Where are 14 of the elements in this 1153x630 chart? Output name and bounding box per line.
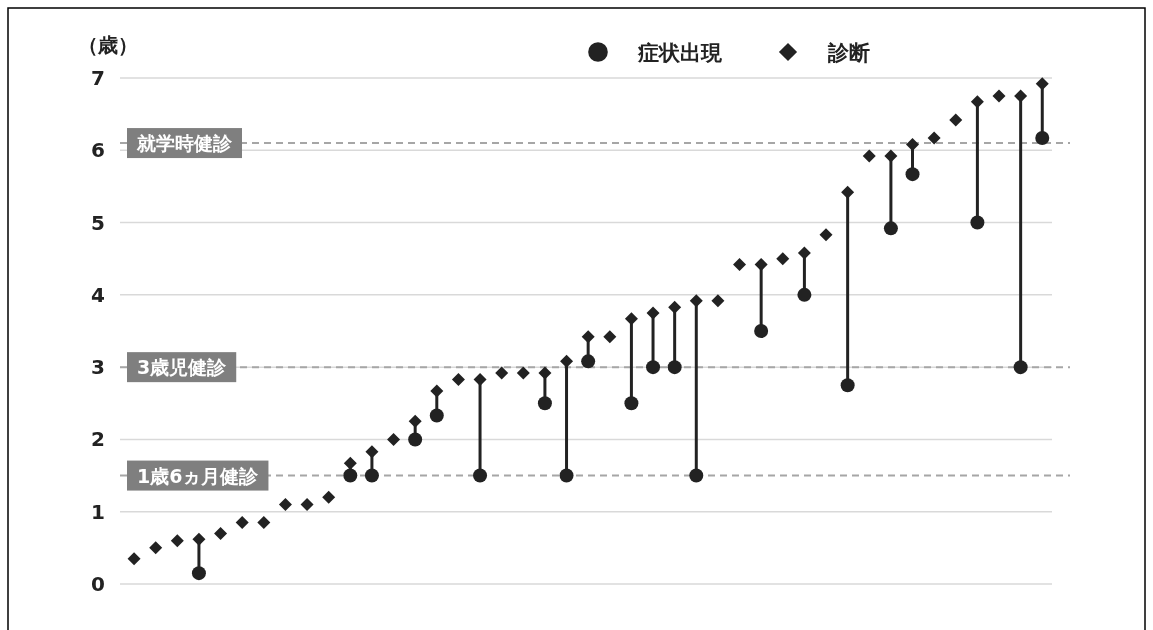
y-tick-label: 6 (91, 138, 105, 163)
y-tick-label: 2 (91, 427, 105, 452)
y-tick-label: 0 (91, 572, 105, 596)
ref-line-label: 就学時健診 (136, 132, 233, 155)
y-axis-title: （歳） (78, 33, 138, 57)
legend-label: 症状出現 (637, 41, 723, 65)
ref-line-label: 1歳6ヵ月健診 (137, 464, 260, 487)
y-tick-label: 7 (91, 66, 105, 90)
legend-label: 診断 (827, 41, 870, 65)
y-tick-label: 3 (91, 355, 105, 380)
ref-line-label: 3歳児健診 (137, 356, 228, 379)
y-tick-label: 4 (91, 282, 105, 307)
y-tick-label: 1 (91, 499, 105, 524)
y-tick-label: 5 (91, 210, 105, 235)
